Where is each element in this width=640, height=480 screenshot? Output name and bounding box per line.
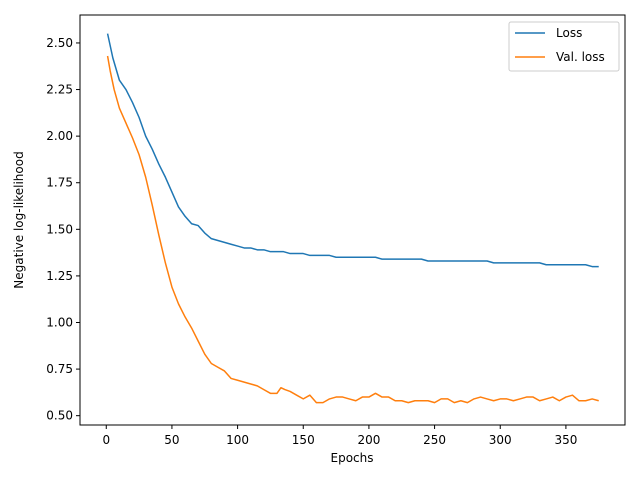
series-layer [106, 33, 599, 404]
y-tick-label: 0.50 [46, 409, 73, 423]
series-line-loss [106, 33, 599, 268]
y-axis: 0.50 0.75 1.00 1.25 1.50 1.75 2.00 2.25 2.50 [46, 36, 80, 423]
x-tick-label: 350 [554, 433, 577, 447]
series-line-val-loss [106, 55, 599, 404]
y-tick-label: 2.00 [46, 129, 73, 143]
x-axis-label: Epochs [331, 451, 374, 465]
x-tick-label: 100 [226, 433, 249, 447]
y-tick-label: 1.25 [46, 269, 73, 283]
y-tick-label: 2.50 [46, 36, 73, 50]
x-axis: 0 50 100 150 200 250 300 350 [102, 425, 577, 447]
y-tick-label: 1.00 [46, 316, 73, 330]
y-tick-label: 1.75 [46, 176, 73, 190]
x-tick-label: 50 [164, 433, 179, 447]
x-tick-label: 0 [102, 433, 110, 447]
legend-label-val-loss: Val. loss [556, 50, 605, 64]
x-tick-label: 150 [292, 433, 315, 447]
y-tick-label: 2.25 [46, 83, 73, 97]
legend: Loss Val. loss [508, 21, 620, 72]
legend-label-loss: Loss [556, 26, 582, 40]
y-tick-label: 0.75 [46, 362, 73, 376]
x-tick-label: 250 [423, 433, 446, 447]
y-axis-label: Negative log-likelihood [12, 151, 26, 288]
x-tick-label: 200 [357, 433, 380, 447]
y-tick-label: 1.50 [46, 222, 73, 236]
legend-box [508, 21, 620, 72]
axes-frame [79, 14, 626, 426]
x-tick-label: 300 [489, 433, 512, 447]
